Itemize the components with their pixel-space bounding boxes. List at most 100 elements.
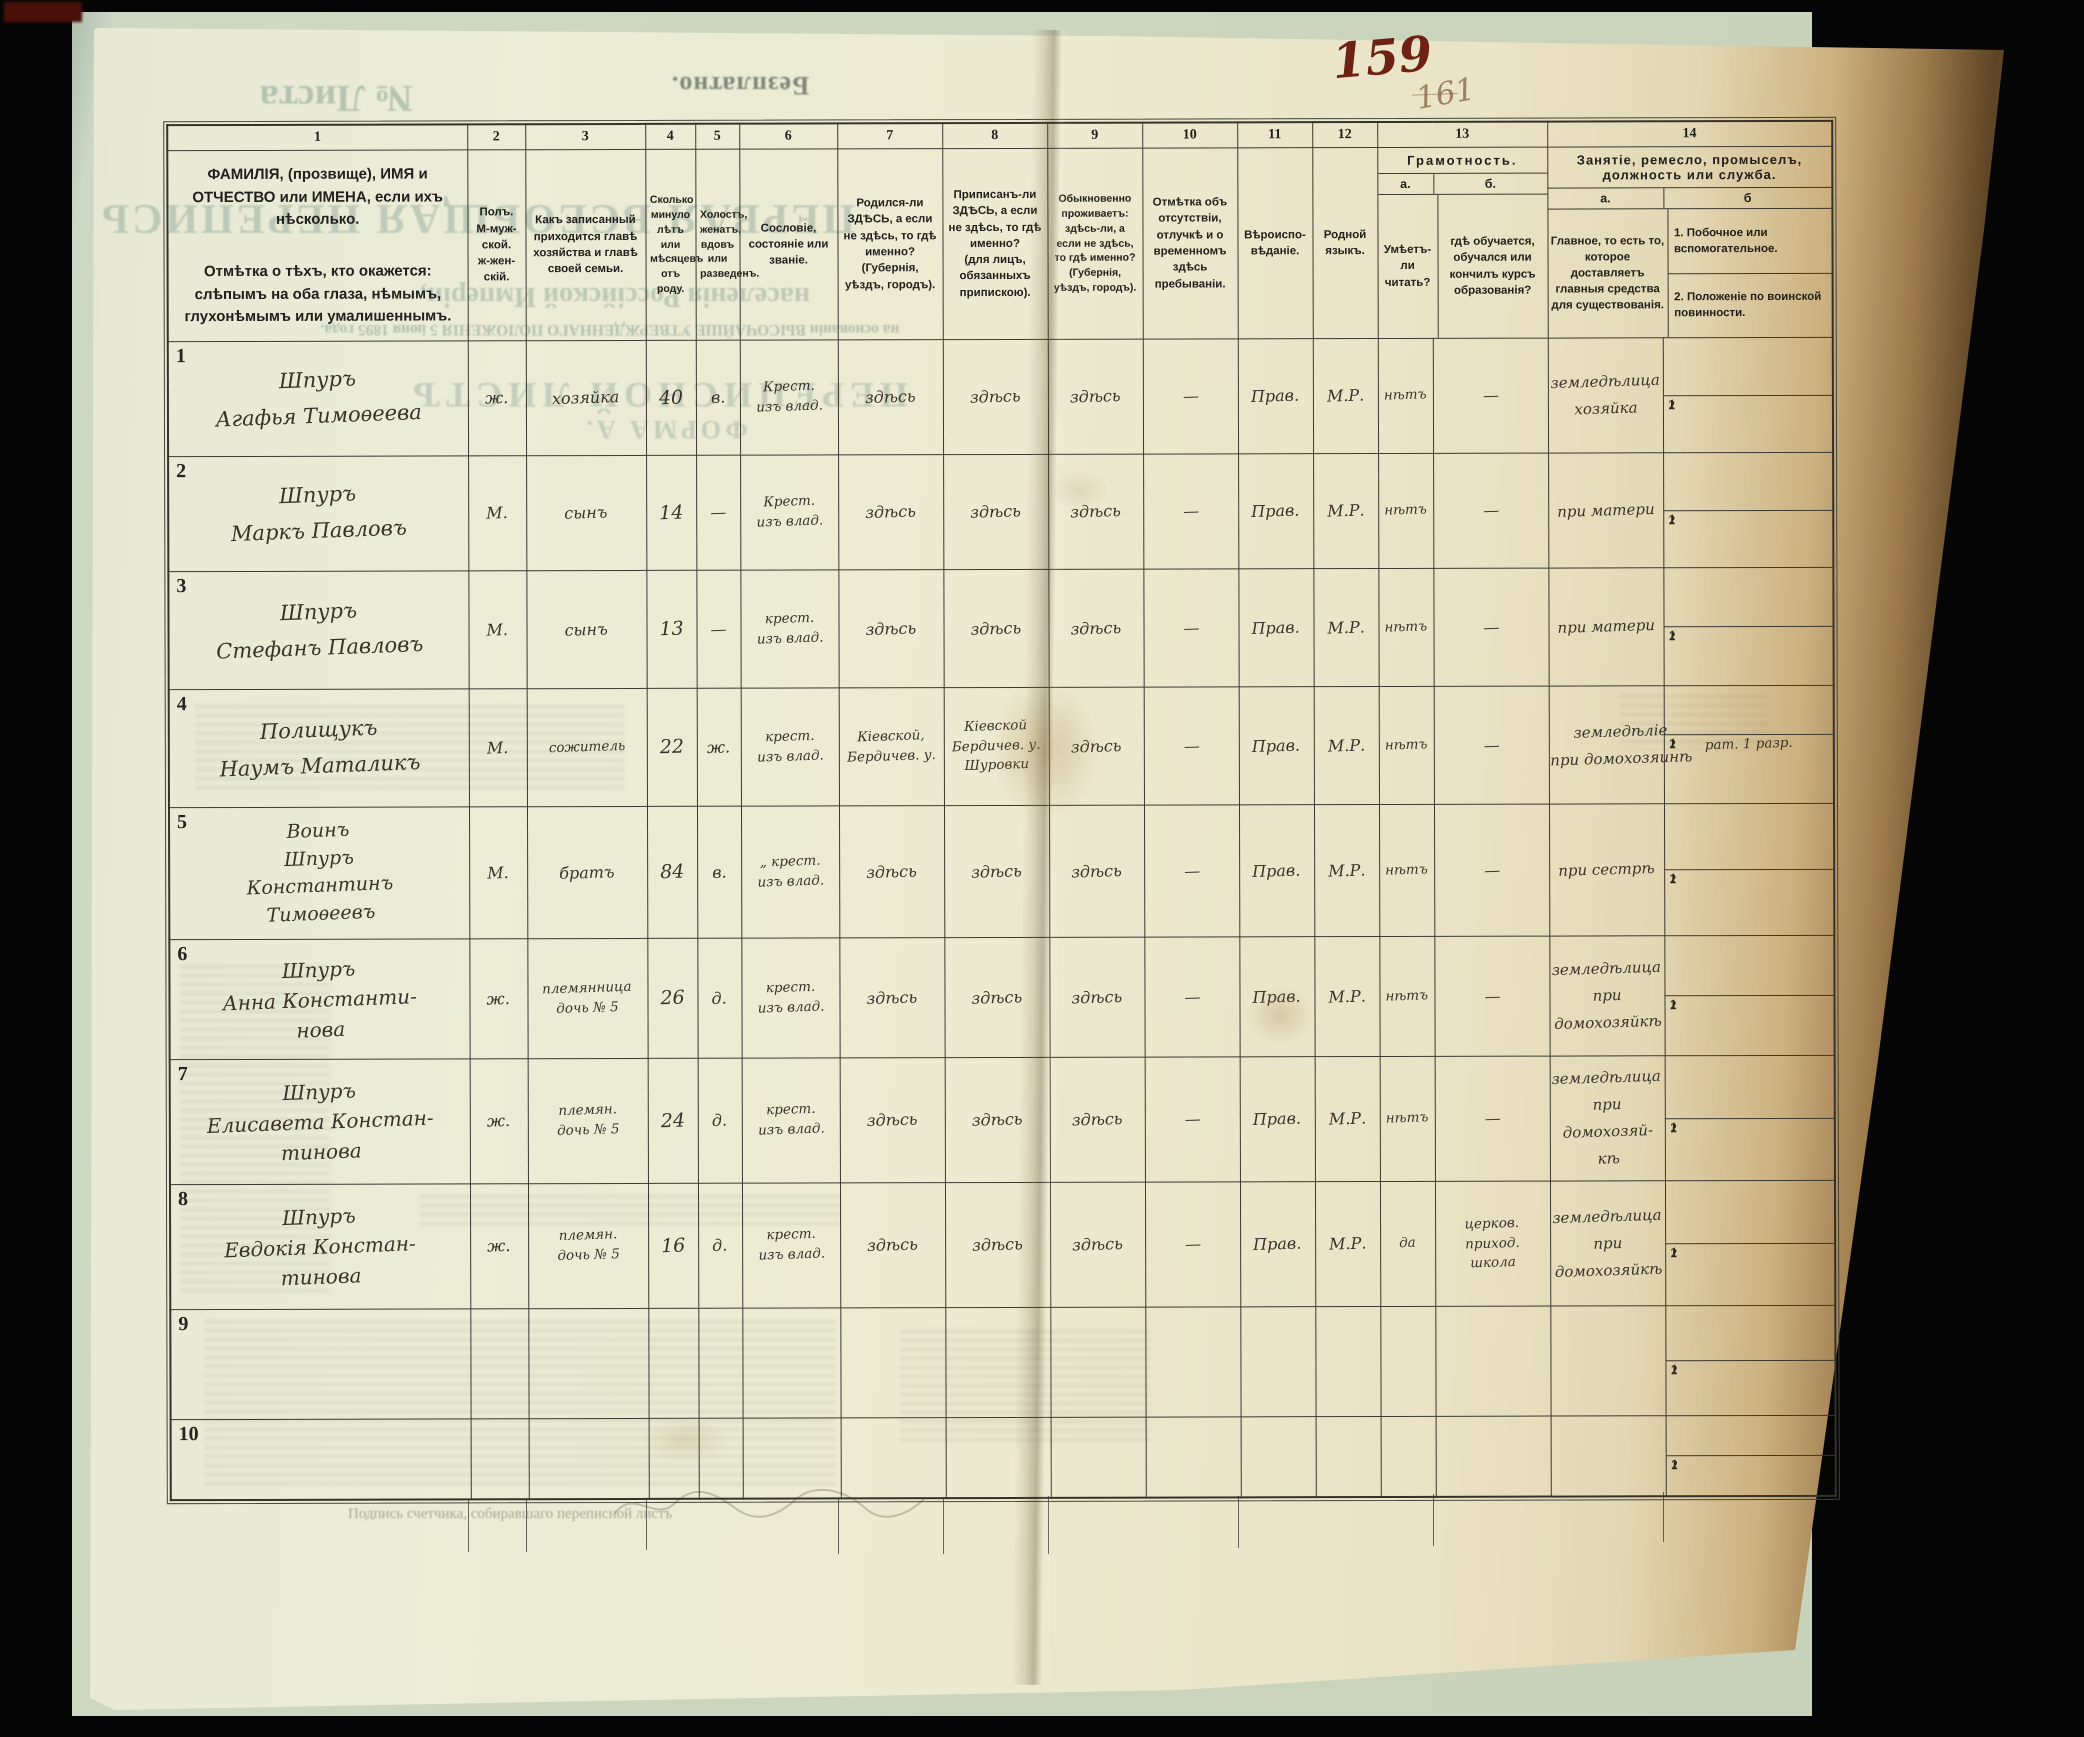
literacy-value: нѣтъ [1383, 386, 1427, 404]
literacy-sub-b-letter: б. [1484, 176, 1496, 191]
military-status-number: 2 [1669, 997, 1677, 1013]
registration-value: здѣсь [972, 1234, 1024, 1255]
language-value: М.Р. [1328, 986, 1366, 1007]
col-number: 7 [837, 123, 943, 149]
residence-value: здѣсь [1070, 500, 1122, 522]
col-number: 11 [1237, 122, 1313, 148]
literacy-value: нѣтъ [1384, 618, 1428, 636]
literacy-value: нѣтъ [1384, 736, 1428, 754]
occupation-value: земледѣлица при домохозяйкѣ [1551, 957, 1662, 1034]
header-can-read: Умѣетъ-ли читать? [1377, 194, 1439, 339]
residence-value: здѣсь [1071, 986, 1123, 1008]
literacy-group-title: Грамотность. [1377, 147, 1547, 175]
birthplace-value: здѣсь [865, 501, 917, 523]
header-occupation-group: Занятіе, ремесло, промыселъ, должность и… [1547, 146, 1833, 339]
residence-value: здѣсь [1071, 1108, 1123, 1130]
sex-value: ж. [484, 387, 509, 408]
grid-line-stub [943, 1498, 944, 1554]
age-value: 16 [660, 1234, 686, 1257]
header-age: Сколько минуло лѣтъ или мѣсяцевъ отъ род… [645, 149, 703, 341]
occupation-group-title: Занятіе, ремесло, промыселъ, должность и… [1547, 146, 1832, 189]
person-name: Шпуръ Маркъ Павловъ [230, 481, 408, 547]
estate-value: крест. изъ влад. [757, 1226, 825, 1264]
table-row: 8 Шпуръ Евдокія Констан- тинова ж. племян… [169, 1180, 1836, 1310]
birthplace-value: здѣсь [865, 618, 917, 639]
enumerator-signature-scribble [614, 1488, 926, 1518]
residence-value: здѣсь [1070, 735, 1122, 757]
registration-value: здѣсь [971, 1109, 1023, 1130]
census-table: 1 2 3 4 5 6 7 8 9 10 11 12 13 14 [163, 116, 1840, 1504]
occupation-sub-a-letter: а. [1547, 188, 1664, 209]
military-status-number: 2 [1670, 1362, 1678, 1378]
sex-value: ж. [486, 1110, 511, 1131]
occupation-sub-b-letter: б [1743, 191, 1752, 206]
estate-value: Крест. изъ влад. [755, 493, 824, 531]
literacy-value: да [1399, 1234, 1417, 1252]
age-value: 40 [658, 386, 684, 409]
education-value: — [1483, 734, 1500, 755]
birthplace-value: здѣсь [866, 1109, 918, 1131]
table-row: 3 Шпуръ Стефанъ Павловъ М. сынъ 13 — крес… [168, 567, 1834, 690]
person-name: Шпуръ Евдокія Констан- тинова [224, 1203, 417, 1291]
military-status-value: рат. 1 разр. [1704, 734, 1793, 754]
sex-value: ж. [486, 988, 511, 1009]
col-number: 2 [467, 124, 526, 150]
row-number: 5 [176, 811, 188, 834]
residence-value: здѣсь [1070, 617, 1122, 639]
religion-value: Прав. [1252, 1108, 1302, 1130]
age-value: 13 [659, 617, 684, 641]
col-number: 12 [1312, 122, 1378, 148]
literacy-value: нѣтъ [1385, 987, 1429, 1005]
relation-value: братъ [559, 861, 616, 883]
sex-value: ж. [487, 1235, 512, 1256]
birthplace-value: Кіевской, Бердичев. у. [846, 727, 937, 766]
language-value: М.Р. [1327, 617, 1365, 638]
col-number: 9 [1047, 122, 1143, 149]
literacy-sub-a-letter: а. [1377, 173, 1434, 195]
relation-value: племянница дочь № 5 [542, 978, 633, 1017]
absence-value: — [1182, 617, 1200, 638]
language-value: М.Р. [1327, 735, 1366, 756]
occupation-value: при сестрѣ [1558, 858, 1656, 880]
header-absence: Отмѣтка объ отсутствіи, отлучкѣ и о врем… [1142, 147, 1238, 340]
col-number: 8 [942, 122, 1048, 149]
header-relation: Какъ записанный приходится главѣ хозяйст… [525, 149, 646, 341]
enumerator-signature-caption: Подпись счетчика, собиравшаго переписной… [348, 1506, 673, 1522]
religion-value: Прав. [1253, 1233, 1302, 1255]
education-value: — [1483, 985, 1501, 1006]
header-religion: Вѣроиспо-вѣданіе. [1237, 147, 1313, 339]
table-row: 7 Шпуръ Елисавета Констан- тинова ж. плем… [169, 1055, 1835, 1185]
registration-value: здѣсь [971, 860, 1023, 882]
row-number: 6 [177, 943, 188, 966]
residence-value: здѣсь [1072, 1233, 1124, 1255]
table-row: 5 Воинъ Шпуръ Константинъ Тимоѳеевъ М. бр… [168, 803, 1835, 940]
absence-value: — [1183, 735, 1200, 756]
table-row: 1 Шпуръ Агафья Тимоѳеева ж. хозяйка 40 в.… [167, 337, 1834, 457]
absence-value: — [1183, 986, 1201, 1007]
estate-value: крест. изъ влад. [756, 727, 824, 766]
col-number: 1 [167, 124, 468, 151]
age-value: 26 [660, 986, 685, 1010]
absence-value: — [1183, 860, 1200, 881]
religion-value: Прав. [1251, 735, 1301, 756]
header-education: гдѣ обучается, обучался или кончилъ курс… [1449, 235, 1536, 297]
row-number: 2 [176, 460, 187, 483]
col-number: 3 [525, 123, 646, 150]
grid-line-stub [1433, 1494, 1434, 1546]
relation-value: хозяйка [551, 387, 620, 409]
header-occupation-main: Главное, то есть то, которое доставляетъ… [1547, 209, 1669, 338]
education-value: церков. приход. школа [1464, 1214, 1521, 1272]
relation-value: сынъ [564, 618, 609, 640]
header-sex: Полъ. М-муж-ской. ж-жен-скій. [467, 149, 526, 341]
sex-value: М. [486, 619, 509, 640]
religion-value: Прав. [1251, 385, 1300, 407]
marital-value: д. [712, 1235, 729, 1255]
military-status-number: 2 [1669, 871, 1677, 887]
person-name: Шпуръ Стефанъ Павловъ [215, 598, 424, 664]
marital-value: д. [711, 988, 728, 1008]
occupation-value: при матери [1556, 499, 1655, 521]
header-name-note: Отмѣтка о тѣхъ, кто окажется: слѣпымъ на… [184, 262, 452, 326]
grid-line-stub [646, 1500, 647, 1550]
header-military-status: 2. Положеніе по воинской повинности. [1674, 291, 1822, 320]
